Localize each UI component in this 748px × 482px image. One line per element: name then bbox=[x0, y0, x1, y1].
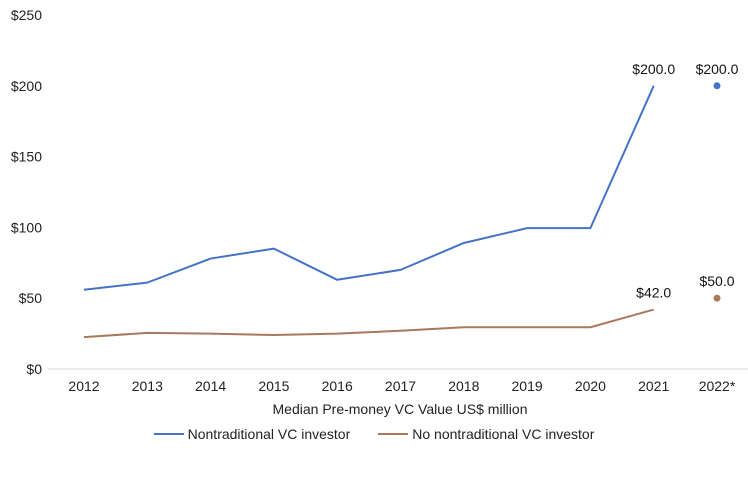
x-tick-label: 2014 bbox=[195, 378, 226, 394]
data-label: $200.0 bbox=[632, 61, 675, 77]
y-tick-label: $250 bbox=[11, 7, 42, 23]
legend-swatch-no-nontraditional bbox=[378, 433, 409, 435]
x-tick-label: 2019 bbox=[512, 378, 543, 394]
series-marker-0 bbox=[713, 82, 721, 90]
y-axis-ticks: $0 $50 $100 $150 $200 $250 bbox=[11, 7, 42, 377]
x-tick-label: 2012 bbox=[68, 378, 99, 394]
legend-label-nontraditional: Nontraditional VC investor bbox=[187, 426, 351, 442]
x-axis-ticks: 2012 2013 2014 2015 2016 2017 2018 2019 2020 2021… bbox=[68, 378, 735, 394]
y-tick-label: $150 bbox=[11, 149, 42, 165]
legend-item-nontraditional: Nontraditional VC investor bbox=[153, 426, 351, 442]
y-tick-label: $0 bbox=[26, 361, 42, 377]
data-label: $50.0 bbox=[699, 273, 734, 289]
legend-label-no-nontraditional: No nontraditional VC investor bbox=[412, 426, 595, 442]
x-tick-label: 2021 bbox=[638, 378, 669, 394]
line-chart: $0$50$100$150$200$250 2012 2013 2014 2015 20… bbox=[11, 7, 748, 417]
x-tick-label: 2022* bbox=[699, 378, 736, 394]
series-line-1 bbox=[83, 308, 654, 339]
legend: Nontraditional VC investor No nontraditi… bbox=[0, 426, 748, 442]
series-line-0 bbox=[83, 85, 655, 291]
y-tick-label: $50 bbox=[19, 290, 43, 306]
x-axis-title: Median Pre-money VC Value US$ million bbox=[273, 401, 528, 417]
x-tick-label: 2017 bbox=[385, 378, 416, 394]
x-tick-label: 2020 bbox=[575, 378, 606, 394]
x-tick-label: 2015 bbox=[258, 378, 289, 394]
y-tick-label: $200 bbox=[11, 78, 42, 94]
x-tick-label: 2016 bbox=[322, 378, 353, 394]
legend-item-no-nontraditional: No nontraditional VC investor bbox=[378, 426, 594, 442]
series-layer bbox=[83, 82, 721, 339]
series-marker-1 bbox=[713, 294, 721, 302]
data-label: $200.0 bbox=[696, 61, 739, 77]
y-tick-label: $100 bbox=[11, 219, 42, 235]
x-tick-label: 2018 bbox=[448, 378, 479, 394]
data-labels: $200.0 $200.0 $42.0 $50.0 bbox=[632, 61, 738, 301]
legend-swatch-nontraditional bbox=[153, 433, 184, 435]
x-tick-label: 2013 bbox=[132, 378, 163, 394]
data-label: $42.0 bbox=[636, 285, 671, 301]
